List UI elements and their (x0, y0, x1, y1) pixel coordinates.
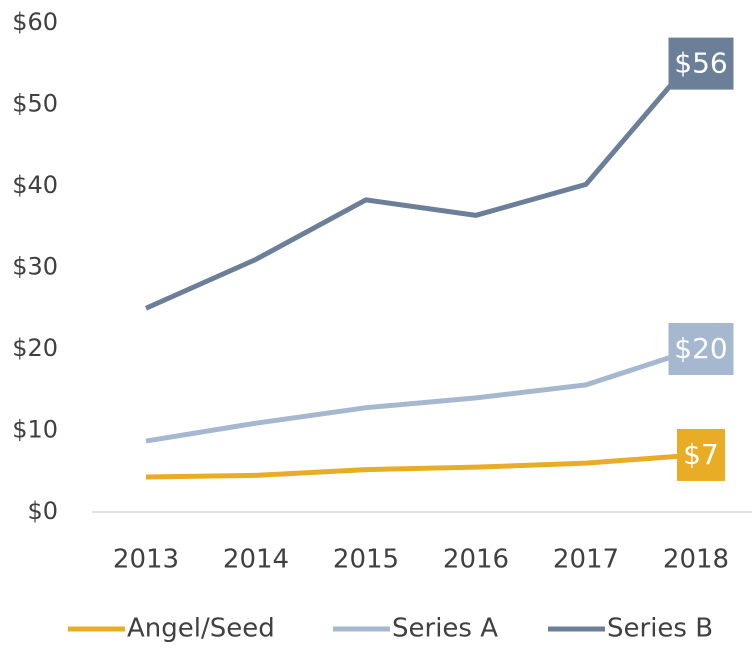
x-tick-label: 2015 (333, 545, 399, 575)
data-label-box (677, 428, 725, 481)
data-label-box (668, 37, 734, 90)
x-tick-label: 2018 (663, 545, 729, 575)
x-tick-label: 2016 (443, 545, 509, 575)
y-tick-label: $30 (12, 253, 58, 281)
legend-label: Series A (392, 614, 498, 644)
y-tick-label: $40 (12, 171, 58, 199)
y-tick-label: $10 (12, 416, 58, 444)
y-tick-label: $0 (27, 497, 58, 525)
legend-label: Angel/Seed (127, 614, 275, 644)
series-line (145, 452, 697, 480)
y-tick-label: $50 (12, 90, 58, 118)
x-tick-label: 2017 (553, 545, 619, 575)
x-tick-label: 2013 (113, 545, 179, 575)
data-label: $20 (674, 332, 727, 365)
y-tick-label: $20 (12, 334, 58, 362)
x-tick-label: 2014 (223, 545, 289, 575)
series-line (145, 346, 697, 444)
data-label-box (668, 323, 734, 375)
series-line (144, 53, 698, 311)
y-tick-label: $60 (12, 8, 58, 36)
data-label: $56 (674, 47, 727, 80)
legend-label: Series B (607, 614, 713, 644)
data-label: $7 (683, 438, 719, 471)
